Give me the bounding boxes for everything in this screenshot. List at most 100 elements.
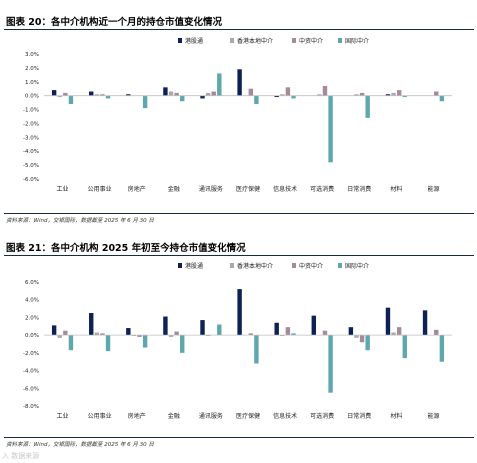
bar (348, 327, 354, 336)
bar (200, 320, 205, 336)
bar (105, 335, 111, 352)
bar (402, 95, 407, 98)
legend-swatch (178, 38, 182, 43)
bar (285, 327, 291, 336)
bar (63, 330, 68, 336)
y-tick-label: 4.0% (25, 298, 39, 304)
bar (254, 95, 259, 104)
category-label: 公用事业 (88, 412, 112, 420)
category-label: 房地产 (128, 412, 146, 420)
bar (317, 94, 322, 96)
y-tick-label: -2.0% (23, 351, 39, 357)
figure-20-title: 图表 20：各中介机构近一个月的持仓市值变化情况 (6, 17, 223, 28)
bar (328, 95, 333, 163)
bar (68, 335, 74, 351)
bar (51, 90, 57, 96)
bar (439, 95, 445, 102)
bar (396, 90, 402, 96)
legend-swatch (292, 38, 296, 43)
bar (391, 92, 396, 96)
bar (168, 91, 174, 96)
bar (274, 322, 279, 336)
y-tick-label: 2.0% (25, 66, 39, 72)
bar (100, 333, 105, 336)
category-label: 工业 (57, 185, 69, 193)
legend-swatch (178, 263, 182, 268)
y-tick-label: -6.0% (23, 386, 39, 392)
bar (174, 331, 179, 336)
bar (434, 91, 439, 96)
y-tick-label: 0.0% (25, 333, 39, 339)
legend-label: 香港本地中介 (237, 262, 273, 270)
legend-swatch (338, 263, 342, 268)
bar (131, 335, 137, 337)
legend-swatch (292, 263, 296, 268)
category-label: 通讯服务 (199, 185, 223, 193)
bar (322, 85, 328, 96)
bar (211, 91, 216, 96)
category-label: 可选消费 (310, 185, 334, 193)
bar (248, 333, 253, 336)
legend-swatch (338, 38, 342, 43)
bar (439, 335, 445, 362)
bar (385, 94, 391, 96)
bar (359, 335, 365, 343)
category-label: 日常消费 (347, 412, 371, 420)
bar (126, 94, 131, 96)
bar (51, 325, 57, 336)
bar (126, 328, 131, 336)
category-label: 公用事业 (88, 185, 112, 193)
bar (274, 95, 279, 98)
bar (205, 335, 211, 337)
bar (94, 94, 100, 96)
bar (285, 87, 291, 96)
bar (422, 310, 428, 336)
bar (94, 332, 100, 336)
bar (359, 92, 365, 96)
bar (322, 330, 328, 336)
bar (100, 94, 105, 96)
bar (365, 95, 370, 118)
y-tick-label: -4.0% (23, 149, 39, 155)
category-label: 房地产 (128, 185, 146, 193)
legend-label: 国际中介 (345, 37, 369, 45)
bar (248, 88, 253, 96)
y-tick-label: -2.0% (23, 121, 39, 127)
bar (385, 307, 391, 336)
category-label: 金融 (168, 185, 180, 193)
y-tick-label: -1.0% (23, 108, 39, 114)
category-label: 材料 (390, 185, 402, 193)
figure-20-chart: 3.0% 2.0% 1.0% 0.0% -1.0% -2.0% -3.0% -4.0% -5.0… (0, 30, 477, 215)
figure-21-top-rule (4, 255, 474, 256)
bar (63, 92, 68, 96)
category-label: 信息技术 (273, 412, 297, 420)
bar (280, 94, 285, 96)
category-label: 医疗保健 (236, 412, 260, 420)
category-label: 通讯服务 (199, 412, 223, 420)
legend-swatch (230, 38, 234, 43)
bar (200, 95, 205, 99)
bar (89, 313, 94, 336)
y-tick-label: -6.0% (23, 177, 39, 183)
y-tick-label: 1.0% (25, 80, 39, 86)
bar (180, 335, 185, 353)
bar (328, 335, 333, 393)
y-tick-label: 2.0% (25, 315, 39, 321)
figure-21-bottom-rule (4, 437, 474, 438)
bar (105, 95, 111, 99)
bar (311, 315, 316, 336)
y-tick-label: 3.0% (25, 52, 39, 58)
bar (254, 335, 259, 364)
y-tick-label: -4.0% (23, 369, 39, 375)
category-label: 能源 (427, 185, 439, 193)
legend-label: 港股通 (185, 37, 203, 45)
category-label: 工业 (57, 412, 69, 420)
bar (354, 94, 359, 96)
y-tick-label: 0.0% (25, 94, 39, 100)
bar (434, 329, 439, 336)
figure-21-chart: 6.0% 4.0% 2.0% 0.0% -2.0% -4.0% -6.0% -8.0% 港股通 香… (0, 256, 477, 436)
watermark-logo: 入 数据来源 (2, 452, 40, 460)
figure-20-svg: 3.0% 2.0% 1.0% 0.0% -1.0% -2.0% -3.0% -4.0% -5.0… (23, 37, 452, 193)
figure-21-title: 图表 21：各中介机构 2025 年初至今持仓市值变化情况 (6, 243, 246, 254)
bar (217, 324, 222, 336)
